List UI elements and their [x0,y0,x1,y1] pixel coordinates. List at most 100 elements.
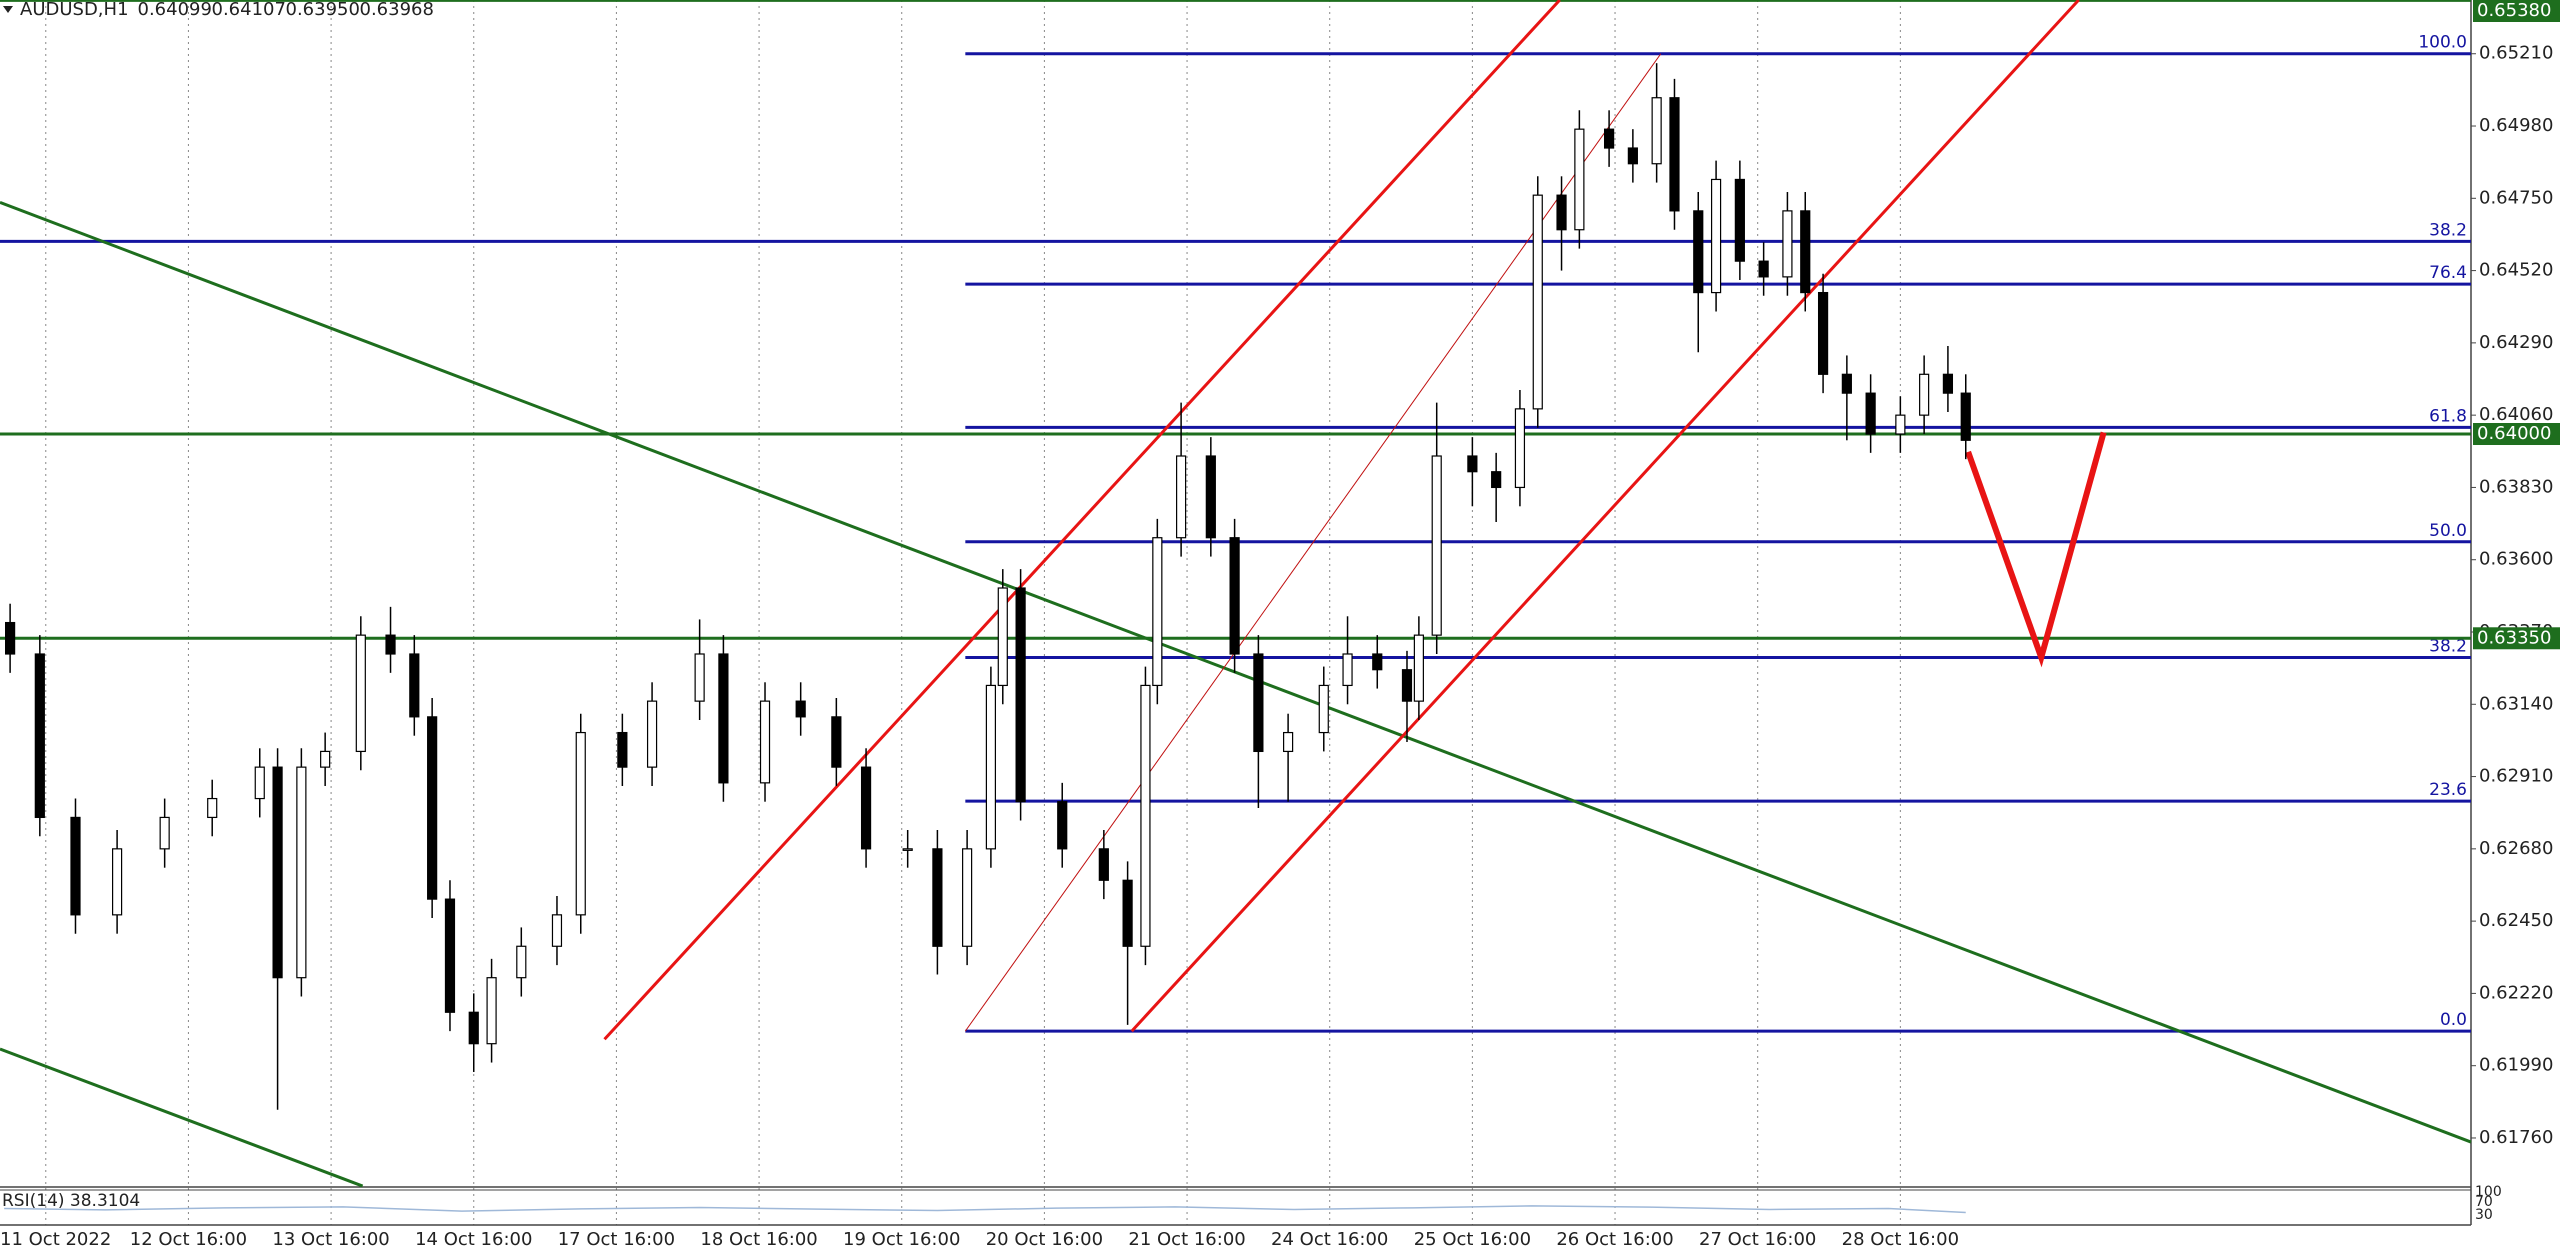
header-quote: 0.63950 [286,0,360,20]
candle-body [355,634,366,753]
candle-body [1627,147,1638,165]
candle-body [795,700,806,718]
trendline [0,200,2472,1144]
candle-body [516,945,527,979]
fib-label: 100.0 [2418,33,2467,53]
candle-body [1318,684,1329,734]
y-tick-label: 0.63600 [2479,549,2553,570]
fib-label: 50.0 [2429,521,2467,541]
y-tick-label: 0.62450 [2479,910,2553,931]
candle-body [1693,210,1704,294]
candle-body [1514,408,1526,489]
y-tick-label: 0.64290 [2479,332,2553,353]
candle-body [718,653,729,784]
candle-body [444,898,456,1013]
candle-body [5,621,16,655]
candle-body [617,731,628,768]
candle-body [997,587,1008,687]
candle-body [70,816,81,916]
y-tick-label: 0.62680 [2479,838,2553,859]
fib-label: 38.2 [2429,220,2467,240]
y-tick-label: 0.65210 [2479,43,2553,64]
x-tick-label: 25 Oct 16:00 [1414,1229,1531,1250]
candle-body [1532,194,1543,410]
price-tag [2473,0,2560,22]
candle-body [694,653,705,702]
y-tick-label: 0.62910 [2479,766,2553,787]
candle-body [831,716,842,768]
price-tag [2473,423,2560,446]
price-tag-label: 0.64000 [2477,423,2551,444]
candle-body [112,848,123,916]
candle-body [272,766,283,979]
candle-body [551,914,563,947]
candle-body [1283,731,1294,753]
trendline [964,53,1662,1032]
x-tick-label: 17 Oct 16:00 [558,1229,675,1250]
candle-body [1556,194,1567,231]
y-tick-label: 0.63830 [2479,476,2553,497]
candle-body [1669,97,1680,212]
x-tick-label: 26 Oct 16:00 [1556,1229,1673,1250]
x-tick-label: 18 Oct 16:00 [700,1229,817,1250]
x-tick-label: 24 Oct 16:00 [1271,1229,1388,1250]
candle-body [1603,128,1615,149]
x-tick-label: 20 Oct 16:00 [986,1229,1103,1250]
y-tick-label: 0.63140 [2479,693,2553,714]
rsi-label: RSI(14) 38.3104 [2,1191,140,1211]
candle-body [759,700,771,784]
fib-label: 61.8 [2429,406,2467,426]
candle-body [1817,291,1829,375]
candle-body [207,797,218,819]
candle-body [1372,653,1383,671]
candle-body [1841,373,1852,394]
candle-body [985,684,996,850]
fib-label: 0.0 [2440,1010,2467,1030]
x-tick-label: 19 Oct 16:00 [843,1229,960,1250]
candle-body [385,634,396,655]
candle-body [646,700,658,768]
fib-label: 23.6 [2429,780,2467,800]
candle-body [427,716,438,900]
rsi-tick-label: 100 [2475,1184,2502,1200]
fib-label: 38.2 [2429,636,2467,656]
candle-body [1015,587,1026,803]
candle-body [1574,128,1585,231]
y-tick-label: 0.62220 [2479,982,2553,1003]
candle-body [1758,260,1769,278]
candle-body [296,766,307,979]
y-tick-label: 0.64060 [2479,404,2553,425]
candle-body [1734,178,1745,262]
candle-body [1098,848,1109,881]
candle-body [1431,455,1442,636]
candle-body [320,750,331,768]
candle-body [468,1011,479,1045]
candle-body [1865,392,1876,435]
candle-body [1140,684,1151,947]
price-tag [2473,627,2560,650]
candle-body [1491,471,1502,489]
x-tick-label: 13 Oct 16:00 [272,1229,389,1250]
candle-body [1919,373,1930,416]
rsi-line [4,1205,1966,1214]
candle-body [1401,669,1413,702]
fib-label: 76.4 [2429,263,2467,283]
candle-body [1960,392,1971,441]
trendline [0,1047,364,1188]
y-tick-label: 0.64980 [2479,115,2553,136]
candle-body [1413,634,1424,702]
candle-body [860,766,872,850]
price-tag-label: 0.63350 [2477,627,2551,648]
x-tick-label: 14 Oct 16:00 [415,1229,532,1250]
candle-body [1057,801,1068,850]
candle-body [1253,653,1264,753]
trendline [1130,0,2080,1033]
candle-body [1895,414,1906,435]
y-tick-label: 0.64520 [2479,260,2553,281]
candle-body [1122,879,1133,947]
candle-body [962,848,973,947]
x-tick-label: 28 Oct 16:00 [1842,1229,1959,1250]
